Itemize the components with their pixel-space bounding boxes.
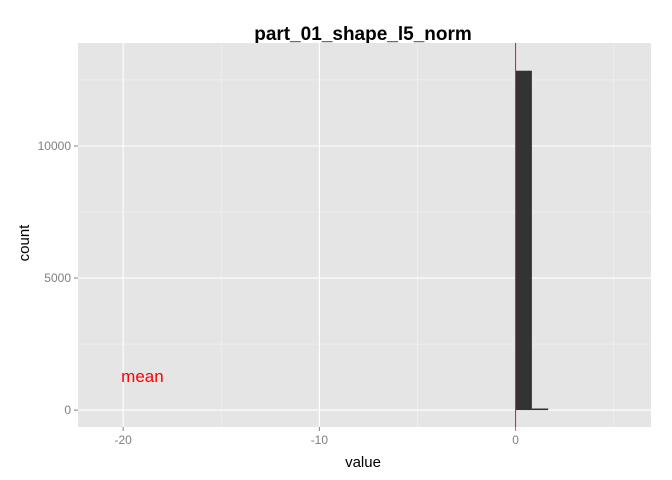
minor-gridlines bbox=[78, 43, 651, 427]
y-tick-label: 0 bbox=[64, 403, 71, 417]
y-tick-label: 10000 bbox=[38, 139, 72, 153]
chart-title: part_01_shape_l5_norm bbox=[254, 24, 472, 45]
histogram-bars bbox=[515, 70, 549, 411]
histogram-bar bbox=[531, 408, 549, 411]
y-axis-title: count bbox=[16, 224, 33, 262]
x-tick-label: -10 bbox=[311, 433, 329, 447]
x-tick-label: 0 bbox=[512, 433, 519, 447]
histogram-bar bbox=[515, 70, 532, 411]
x-axis-title: value bbox=[345, 454, 381, 471]
x-tick-label: -20 bbox=[114, 433, 132, 447]
mean-label: mean bbox=[121, 367, 164, 386]
mean-annotation-group: mean bbox=[121, 367, 164, 386]
plot-panel bbox=[78, 43, 651, 427]
y-tick-label: 5000 bbox=[44, 271, 71, 285]
y-axis-ticks: 0 5000 10000 bbox=[38, 139, 78, 417]
x-axis-ticks: -20 -10 0 bbox=[114, 427, 519, 447]
